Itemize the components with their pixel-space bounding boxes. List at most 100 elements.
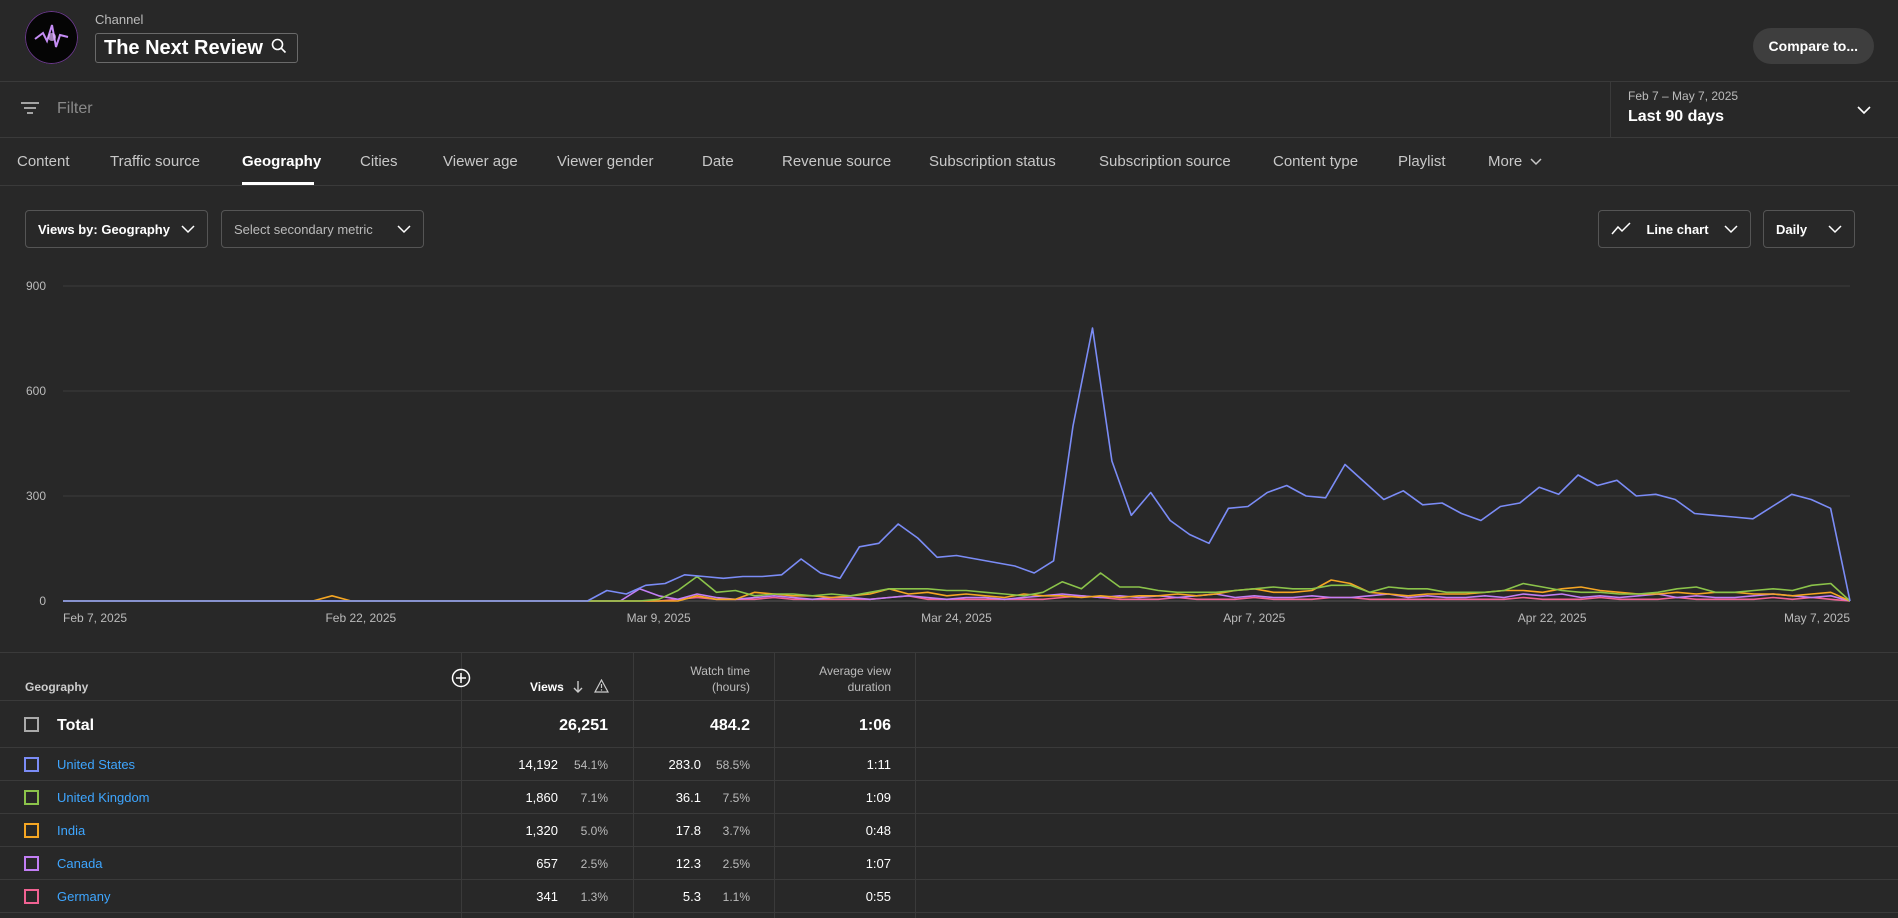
avg-duration-header-line2: duration xyxy=(847,680,891,694)
tab-date[interactable]: Date xyxy=(702,153,734,170)
filter-icon[interactable] xyxy=(20,100,40,121)
sort-down-icon[interactable] xyxy=(572,680,584,699)
country-link[interactable]: United Kingdom xyxy=(57,790,150,805)
avg-duration-column-header[interactable]: Average view duration xyxy=(780,663,891,695)
tab-viewer-gender[interactable]: Viewer gender xyxy=(557,153,654,170)
tab-more-label: More xyxy=(1488,153,1523,170)
tab-subscription-status[interactable]: Subscription status xyxy=(929,153,1056,170)
channel-avatar[interactable] xyxy=(25,11,78,64)
views-percent: 2.5% xyxy=(580,857,608,871)
chevron-down-icon xyxy=(181,224,195,233)
total-avg-duration: 1:06 xyxy=(858,717,891,734)
primary-metric-label: Views by: Geography xyxy=(38,221,170,237)
column-divider xyxy=(461,652,462,918)
avg-duration-value: 0:55 xyxy=(865,889,891,904)
x-tick-label: Apr 22, 2025 xyxy=(1518,611,1587,625)
tab-traffic-source[interactable]: Traffic source xyxy=(110,153,201,170)
y-tick-label: 900 xyxy=(26,279,46,293)
total-checkbox[interactable] xyxy=(24,717,39,732)
compare-button[interactable]: Compare to... xyxy=(1752,28,1874,64)
watch-time-header-line2: (hours) xyxy=(711,680,750,694)
warning-icon[interactable] xyxy=(593,678,610,698)
total-views: 26,251 xyxy=(559,717,608,734)
avg-duration-value: 0:48 xyxy=(865,823,891,838)
views-value: 1,320 xyxy=(525,823,558,838)
watch-time-header-line1: Watch time xyxy=(690,664,750,678)
country-link[interactable]: United States xyxy=(57,757,136,772)
tab-revenue-source[interactable]: Revenue source xyxy=(782,153,892,170)
watch-time-percent: 1.1% xyxy=(722,890,750,904)
tab-more[interactable]: More xyxy=(1488,153,1542,170)
watch-time-percent: 7.5% xyxy=(722,791,750,805)
search-icon xyxy=(271,38,287,59)
granularity-dropdown[interactable]: Daily xyxy=(1763,210,1855,248)
tab-subscription-source[interactable]: Subscription source xyxy=(1099,153,1231,170)
tab-content-type[interactable]: Content type xyxy=(1273,153,1359,170)
row-checkbox[interactable] xyxy=(24,889,39,904)
date-range-selector[interactable]: Feb 7 – May 7, 2025 Last 90 days xyxy=(1610,82,1898,137)
tab-cities[interactable]: Cities xyxy=(360,153,398,170)
channel-label: Channel xyxy=(95,12,144,27)
chevron-down-icon xyxy=(397,224,411,233)
tab-viewer-age[interactable]: Viewer age xyxy=(443,153,518,170)
tab-playlist[interactable]: Playlist xyxy=(1398,153,1446,170)
channel-name: The Next Review xyxy=(104,36,263,59)
table-divider xyxy=(0,747,1898,748)
y-tick-label: 300 xyxy=(26,489,46,503)
active-tab-indicator xyxy=(242,182,314,185)
y-tick-label: 600 xyxy=(26,384,46,398)
chart-type-dropdown[interactable]: Line chart xyxy=(1598,210,1751,248)
channel-selector[interactable]: The Next Review xyxy=(95,33,298,63)
country-link[interactable]: Canada xyxy=(57,856,103,871)
filter-bar: Filter Feb 7 – May 7, 2025 Last 90 days xyxy=(0,82,1898,138)
table-divider xyxy=(0,700,1898,701)
filter-input[interactable]: Filter xyxy=(57,100,93,117)
secondary-metric-label: Select secondary metric xyxy=(234,221,373,237)
table-divider xyxy=(0,652,1898,653)
geography-column-header: Geography xyxy=(25,680,89,694)
views-column-header[interactable]: Views xyxy=(530,680,564,694)
avg-duration-header-line1: Average view xyxy=(819,664,891,678)
row-checkbox[interactable] xyxy=(24,823,39,838)
table-divider xyxy=(0,780,1898,781)
table-divider xyxy=(0,879,1898,880)
row-checkbox[interactable] xyxy=(24,790,39,805)
date-period-text: Last 90 days xyxy=(1628,108,1725,125)
watch-time-value: 36.1 xyxy=(675,790,701,805)
views-percent: 1.3% xyxy=(580,890,608,904)
views-percent: 5.0% xyxy=(580,824,608,838)
x-tick-label: Mar 9, 2025 xyxy=(627,611,691,625)
watch-time-value: 283.0 xyxy=(668,757,701,772)
watch-time-value: 17.8 xyxy=(675,823,701,838)
watch-time-column-header[interactable]: Watch time (hours) xyxy=(640,663,750,695)
series-line-united-states xyxy=(63,327,1851,602)
chevron-down-icon xyxy=(1530,158,1542,166)
secondary-metric-dropdown[interactable]: Select secondary metric xyxy=(221,210,424,248)
line-chart-icon xyxy=(1611,222,1631,235)
channel-header: Channel The Next Review Compare to... xyxy=(0,0,1898,82)
chevron-down-icon xyxy=(1724,224,1738,233)
x-tick-label: May 7, 2025 xyxy=(1784,611,1850,625)
x-tick-label: Mar 24, 2025 xyxy=(921,611,992,625)
primary-metric-dropdown[interactable]: Views by: Geography xyxy=(25,210,208,248)
x-tick-label: Feb 7, 2025 xyxy=(63,611,127,625)
row-checkbox[interactable] xyxy=(24,856,39,871)
views-value: 1,860 xyxy=(525,790,558,805)
views-value: 14,192 xyxy=(518,757,558,772)
add-column-icon[interactable] xyxy=(451,668,471,693)
table-divider xyxy=(0,813,1898,814)
tab-geography[interactable]: Geography xyxy=(242,153,322,170)
tab-content[interactable]: Content xyxy=(17,153,70,170)
column-divider xyxy=(915,652,916,918)
country-link[interactable]: India xyxy=(57,823,86,838)
y-tick-label: 0 xyxy=(39,594,46,608)
views-value: 657 xyxy=(536,856,558,871)
views-value: 341 xyxy=(536,889,558,904)
watch-time-percent: 3.7% xyxy=(722,824,750,838)
row-checkbox[interactable] xyxy=(24,757,39,772)
date-range-text: Feb 7 – May 7, 2025 xyxy=(1628,89,1739,103)
watch-time-value: 12.3 xyxy=(675,856,701,871)
avg-duration-value: 1:09 xyxy=(865,790,891,805)
total-watch-time: 484.2 xyxy=(709,717,750,734)
country-link[interactable]: Germany xyxy=(57,889,111,904)
